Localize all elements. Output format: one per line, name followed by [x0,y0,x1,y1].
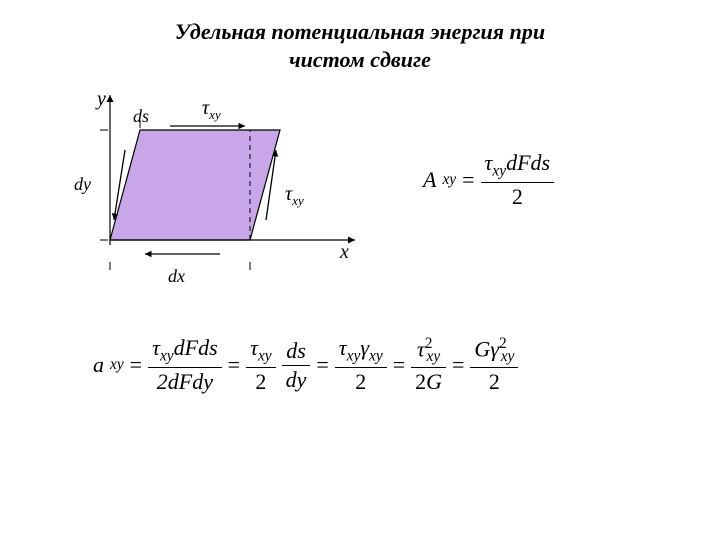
shear-diagram: y x ds dy dx τxy τxy [70,80,370,300]
parallelogram [110,130,280,240]
eq2-term2b: ds dy [282,338,311,393]
eq1-fraction: τxydFds 2 [481,150,555,209]
dy-label: dy [74,174,91,194]
eq2-lhs-sub: xy [110,356,124,374]
eq2-term3: τxyγxy 2 [335,335,387,394]
dx-label: dx [168,266,185,286]
eq2-term2a: τxy 2 [246,335,276,394]
eq2-term4: τ2xy 2G [411,335,446,396]
eq1-lhs-var: A [423,167,436,193]
y-axis-label: y [95,88,106,110]
equation-Axy: Axy = τxydFds 2 [420,150,670,210]
eq2-lhs-var: a [93,352,104,378]
title-line-1: Удельная потенциальная энергия при [175,19,545,44]
title-line-2: чистом сдвиге [289,47,431,72]
ds-label: ds [133,106,149,126]
diagram-svg: y x ds dy dx τxy τxy [70,80,370,300]
eq2-term5: Gγ2xy 2 [470,335,518,396]
tau-right-label: τxy [285,183,304,208]
eq1-lhs-sub: xy [442,171,456,189]
tau-top-label: τxy [202,97,221,122]
x-axis-label: x [339,241,349,263]
equation-axy: axy = τxydFds 2dFdy = τxy 2 ds dy = τxyγ… [90,330,650,400]
page-title: Удельная потенциальная энергия при чисто… [0,18,720,73]
eq2-term1: τxydFds 2dFdy [148,335,222,394]
